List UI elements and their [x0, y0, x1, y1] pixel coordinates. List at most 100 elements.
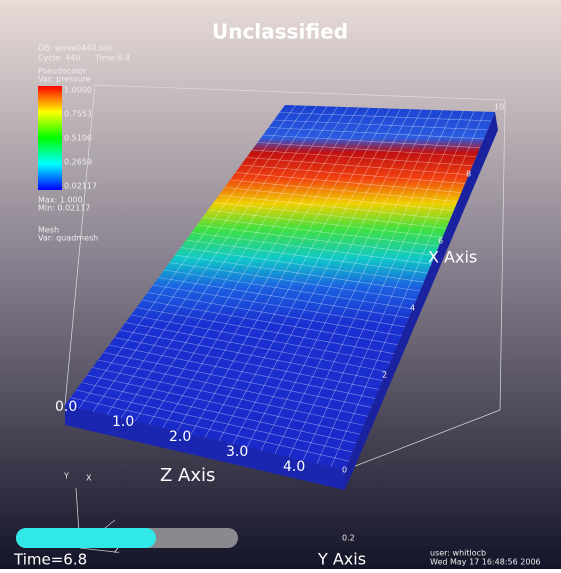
mesh-line — [180, 247, 424, 283]
mesh-line — [202, 217, 439, 247]
mesh-line — [176, 107, 370, 432]
x-tick-label: 4 — [410, 304, 415, 313]
x-tick-label: 10 — [494, 103, 504, 112]
mesh-line — [97, 359, 368, 417]
z-tick-label: 3.0 — [226, 444, 248, 460]
mesh-line — [103, 352, 372, 408]
time-info: Time:6.8 — [94, 54, 130, 63]
mesh-line — [246, 109, 422, 448]
z-tick-label: 4.0 — [283, 459, 305, 475]
mesh-line — [152, 284, 406, 328]
title: Unclassified — [212, 20, 348, 44]
mesh-line — [148, 106, 349, 425]
mesh-line — [147, 292, 402, 337]
z-tick-label: 1.0 — [112, 414, 134, 430]
mesh-line — [207, 209, 443, 238]
mesh-line — [204, 108, 391, 438]
mesh-line — [81, 382, 357, 444]
mesh-line — [75, 389, 353, 453]
mesh-line — [92, 105, 307, 412]
surface — [65, 105, 495, 470]
mesh-line — [302, 110, 464, 461]
mesh-line — [119, 329, 383, 381]
mesh-line — [190, 107, 380, 435]
mesh-line — [86, 374, 361, 435]
cycle-label: Cycle: 440 — [38, 54, 80, 63]
x-tick-label: 8 — [466, 170, 471, 179]
mesh-line — [251, 149, 473, 166]
legend-plot: Pseudocolor — [38, 67, 87, 76]
mesh-line — [120, 106, 328, 419]
mesh-line — [240, 164, 466, 184]
user-label: user: whitlocb — [430, 549, 486, 558]
mesh-lines — [70, 105, 492, 467]
mesh-line — [218, 194, 451, 220]
mesh-line — [235, 172, 462, 193]
x-axis-label: X Axis — [428, 248, 477, 267]
mesh-line — [163, 269, 413, 310]
y-tick-label: 0 — [342, 466, 347, 475]
x-tick-label: 2 — [382, 371, 387, 380]
mesh-line — [330, 111, 485, 467]
z-tick-label: 0.0 — [55, 399, 77, 415]
mesh-line — [70, 397, 349, 462]
mesh-line — [274, 110, 443, 454]
triad-x: X — [86, 474, 92, 483]
legend-tick-label: 0.5106 — [64, 134, 92, 143]
mesh-line — [169, 262, 417, 301]
mesh-line — [232, 109, 412, 445]
mesh-line — [108, 344, 376, 399]
mesh-line — [78, 105, 296, 409]
mesh-line — [141, 299, 398, 345]
color-bar — [38, 86, 62, 190]
mesh-line — [279, 112, 492, 122]
mesh-line — [114, 337, 379, 390]
mesh-line — [246, 157, 469, 175]
legend-tick-label: 0.7553 — [64, 110, 92, 119]
mesh-line — [125, 322, 387, 372]
y-tick-label: 0.2 — [342, 534, 355, 543]
x-tick-label: 6 — [438, 237, 443, 246]
date-label: Wed May 17 16:48:56 2006 — [430, 558, 541, 567]
mesh-line — [134, 106, 338, 422]
legend-max: Max: 1.000 — [38, 196, 83, 205]
mesh-line — [92, 367, 364, 426]
mesh-line — [158, 277, 409, 319]
mesh-line — [288, 110, 454, 458]
mesh-line — [268, 127, 484, 140]
mesh-line — [316, 111, 475, 464]
legend-var: Var: pressure — [38, 75, 91, 84]
mesh-line — [273, 119, 488, 131]
bounding-box — [64, 84, 506, 471]
legend-tick-label: 1.0000 — [64, 86, 92, 95]
mesh-line — [213, 202, 447, 229]
mesh-line — [174, 254, 421, 292]
time-label: Time=6.8 — [13, 551, 87, 569]
legend-tick-label: 0.02117 — [64, 182, 97, 191]
time-slider-fill — [16, 528, 156, 548]
mesh-line — [262, 134, 481, 149]
mesh-line — [191, 232, 432, 265]
z-tick-label: 2.0 — [169, 429, 191, 445]
slab-side — [345, 112, 498, 490]
mesh-line — [136, 307, 394, 354]
triad-y: Y — [63, 472, 69, 481]
mesh-line — [229, 179, 458, 202]
legend-tick-label: 0.2659 — [64, 158, 92, 167]
mesh-line — [257, 142, 477, 158]
mesh-line — [130, 314, 391, 363]
mesh-line — [196, 224, 436, 256]
mesh-line — [260, 109, 433, 451]
mesh-line — [185, 239, 428, 274]
mesh-plot: Mesh — [38, 226, 59, 235]
mesh-line — [106, 105, 317, 415]
z-axis-label: Z Axis — [160, 465, 215, 486]
triad-z: Z — [114, 546, 120, 555]
legend-min: Min: 0.02117 — [38, 204, 91, 213]
mesh-line — [162, 107, 359, 428]
mesh-line — [218, 108, 401, 441]
mesh-line — [224, 187, 454, 211]
slab-front — [65, 405, 345, 490]
y-axis-label: Y Axis — [317, 550, 366, 569]
